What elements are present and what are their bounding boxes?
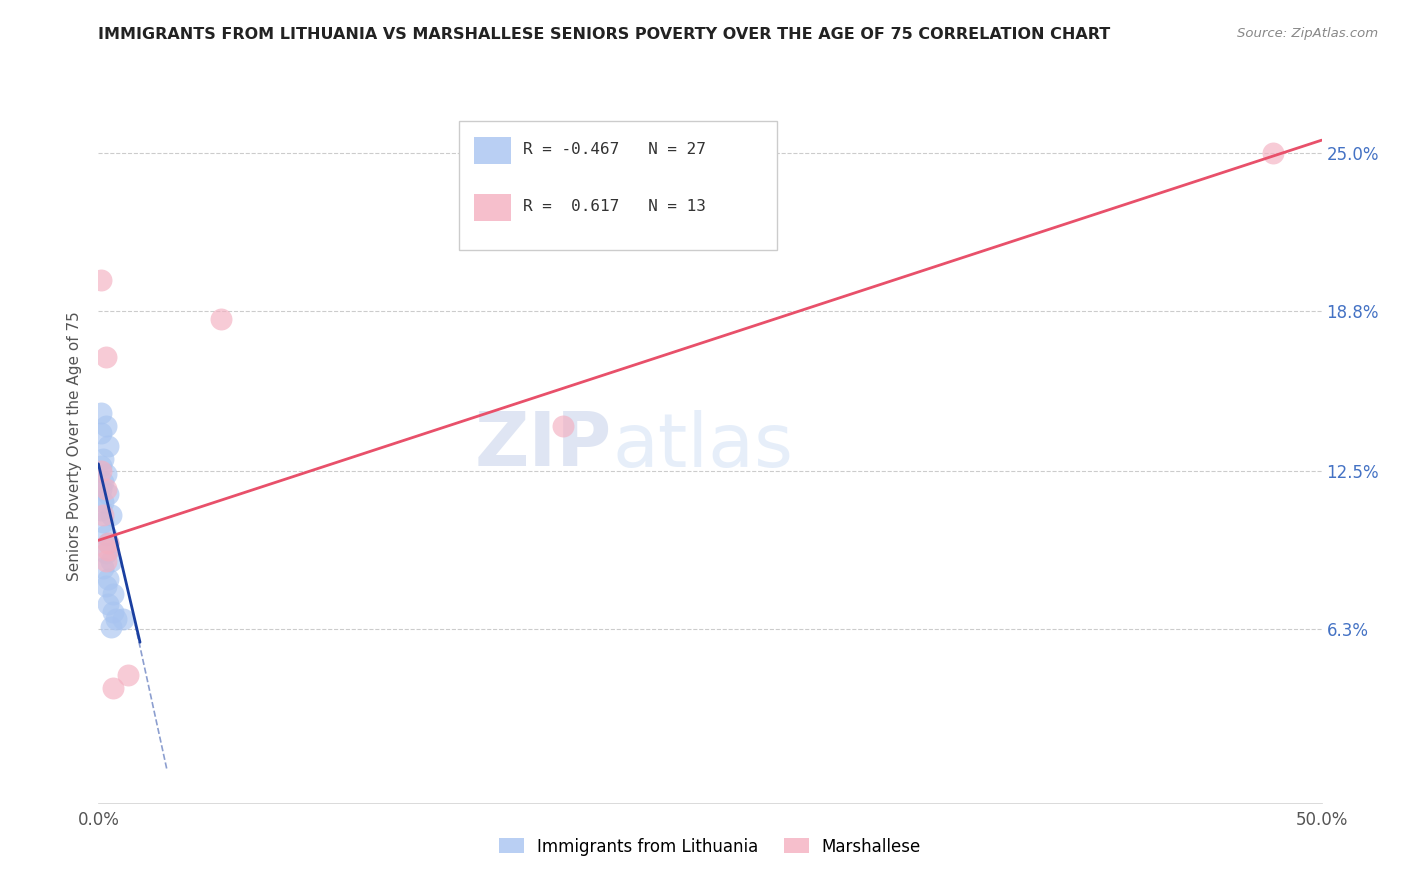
Point [94, 467, 117, 481]
Point [90, 483, 112, 497]
Point [91, 561, 114, 575]
Point [97, 487, 120, 501]
Point [91, 516, 114, 530]
Point [117, 668, 139, 682]
Point [101, 587, 124, 601]
Point [94, 528, 117, 542]
Point [94, 546, 117, 560]
Point [100, 508, 122, 522]
Point [553, 418, 575, 433]
Point [97, 536, 120, 550]
Point [104, 612, 127, 626]
Point [94, 554, 117, 568]
Point [90, 465, 112, 479]
Text: ZIP: ZIP [475, 409, 612, 483]
Point [97, 543, 120, 558]
Point [94, 350, 117, 364]
Bar [474, 194, 510, 221]
Point [101, 605, 124, 619]
Point [91, 451, 114, 466]
Y-axis label: Seniors Poverty Over the Age of 75: Seniors Poverty Over the Age of 75 [67, 311, 83, 581]
Point [94, 579, 117, 593]
Point [97, 572, 120, 586]
Point [1261, 145, 1284, 160]
Point [209, 311, 232, 326]
Point [90, 426, 112, 441]
Point [97, 439, 120, 453]
Legend: Immigrants from Lithuania, Marshallese: Immigrants from Lithuania, Marshallese [492, 831, 928, 863]
Point [90, 502, 112, 516]
Point [91, 475, 114, 489]
Point [100, 554, 122, 568]
FancyBboxPatch shape [460, 121, 778, 250]
Point [100, 620, 122, 634]
Point [94, 418, 117, 433]
Text: R = -0.467   N = 27: R = -0.467 N = 27 [523, 143, 706, 157]
Text: R =  0.617   N = 13: R = 0.617 N = 13 [523, 200, 706, 214]
Point [94, 483, 117, 497]
Point [90, 459, 112, 474]
Bar [474, 137, 510, 164]
Text: Source: ZipAtlas.com: Source: ZipAtlas.com [1237, 27, 1378, 40]
Point [97, 597, 120, 611]
Point [97, 536, 120, 550]
Point [91, 495, 114, 509]
Point [111, 612, 134, 626]
Point [90, 406, 112, 420]
Point [101, 681, 124, 695]
Point [91, 508, 114, 522]
Text: IMMIGRANTS FROM LITHUANIA VS MARSHALLESE SENIORS POVERTY OVER THE AGE OF 75 CORR: IMMIGRANTS FROM LITHUANIA VS MARSHALLESE… [98, 27, 1111, 42]
Point [90, 273, 112, 287]
Text: atlas: atlas [612, 409, 793, 483]
